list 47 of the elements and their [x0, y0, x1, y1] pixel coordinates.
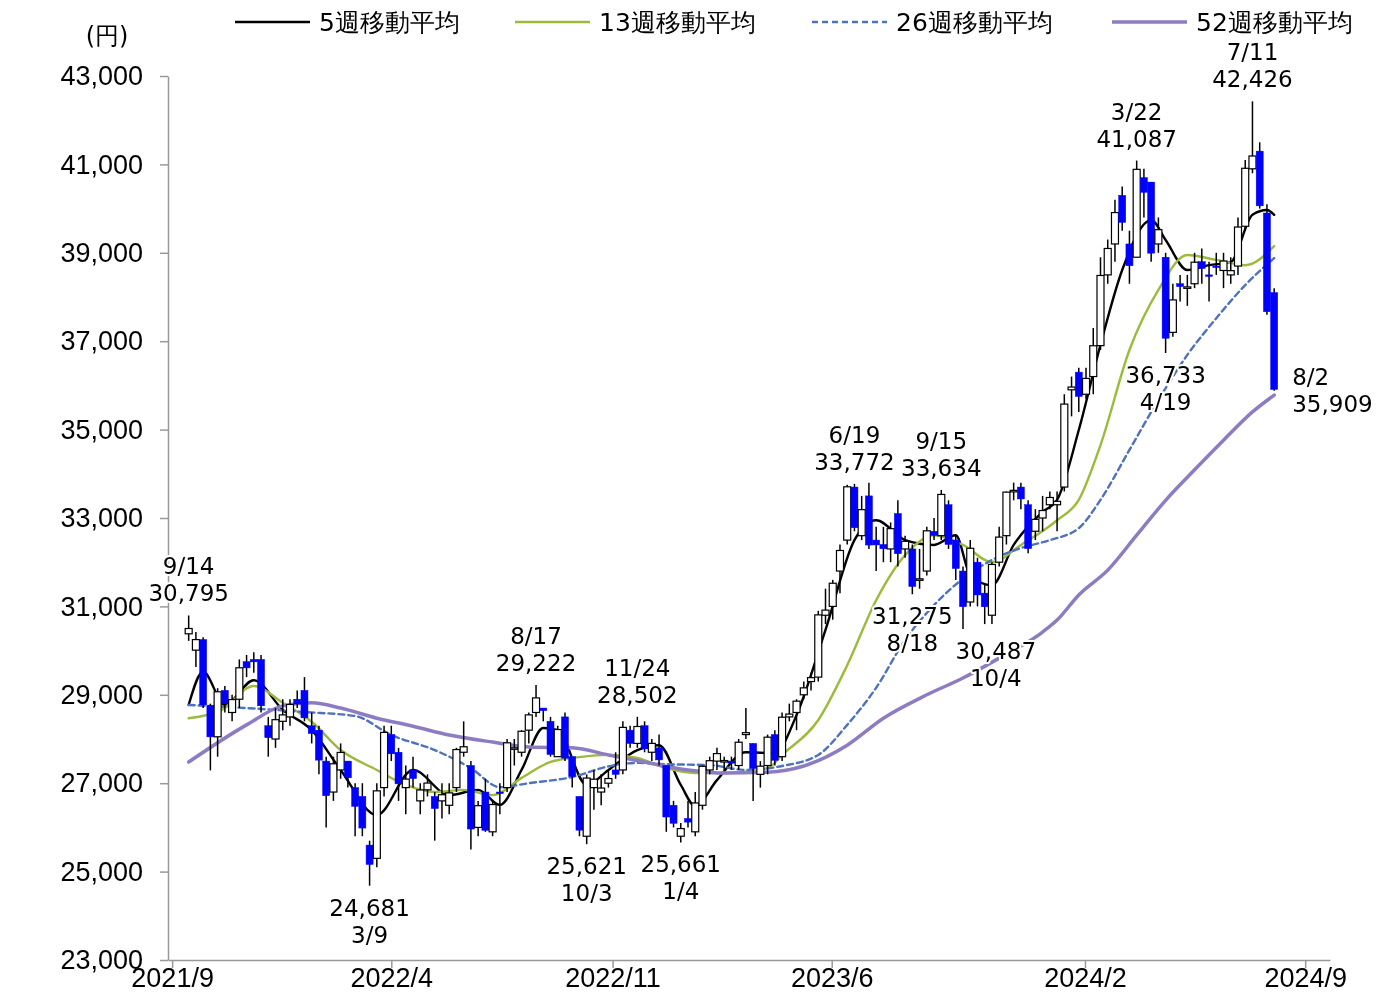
y-tick-label: 39,000 — [60, 237, 143, 268]
y-tick-label: 33,000 — [60, 503, 143, 534]
y-tick-label: 37,000 — [60, 326, 143, 357]
candlestick — [835, 543, 845, 594]
candlestick — [734, 738, 743, 771]
candlestick — [1183, 274, 1192, 307]
x-tick-label: 2022/11 — [565, 963, 661, 993]
legend-label: 13週移動平均 — [599, 8, 756, 37]
candlestick — [901, 534, 910, 559]
candlestick — [1190, 252, 1199, 289]
y-tick-label: 31,000 — [60, 591, 143, 622]
legend-label: 52週移動平均 — [1196, 8, 1353, 37]
candlestick — [647, 738, 656, 762]
annotation: 30,487 10/4 — [955, 638, 1037, 692]
y-tick-label: 35,000 — [60, 414, 143, 445]
candlestick — [1154, 216, 1163, 254]
candlestick — [886, 521, 895, 563]
candlestick — [741, 707, 750, 740]
x-tick-label: 2024/2 — [1044, 963, 1127, 993]
annotation: 9/14 30,795 — [148, 553, 229, 607]
legend-label: 5週移動平均 — [319, 8, 460, 37]
y-tick-label: 43,000 — [60, 61, 143, 92]
y-tick-label: 29,000 — [60, 679, 143, 710]
candlestick — [676, 822, 685, 844]
x-tick-label: 2023/6 — [790, 963, 874, 993]
candlestick — [1205, 260, 1213, 303]
y-tick-label: 27,000 — [60, 768, 143, 799]
candlestick — [828, 579, 837, 621]
x-tick-label: 2022/4 — [350, 963, 434, 993]
legend-label: 26週移動平均 — [896, 8, 1053, 37]
annotation: 6/19 33,772 — [814, 421, 895, 475]
annotation: 25,621 10/3 — [546, 853, 627, 907]
y-axis-title: (円) — [85, 22, 129, 50]
annotation: 8/17 29,222 — [495, 622, 577, 676]
candlestick — [915, 548, 924, 590]
annotation: 11/24 28,502 — [597, 654, 678, 708]
candlestick — [1067, 375, 1076, 418]
annotation: 9/15 33,634 — [901, 427, 982, 481]
candlestick — [184, 614, 193, 642]
annotation: 3/22 41,087 — [1096, 98, 1177, 152]
x-tick-label: 2024/9 — [1264, 963, 1347, 993]
y-tick-label: 25,000 — [60, 856, 143, 887]
annotation: 8/2 35,909 — [1292, 364, 1373, 418]
annotation: 25,661 1/4 — [640, 851, 722, 905]
y-tick-label: 41,000 — [60, 149, 143, 180]
annotation: 24,681 3/9 — [329, 894, 410, 948]
annotation: 7/11 42,426 — [1212, 39, 1293, 93]
